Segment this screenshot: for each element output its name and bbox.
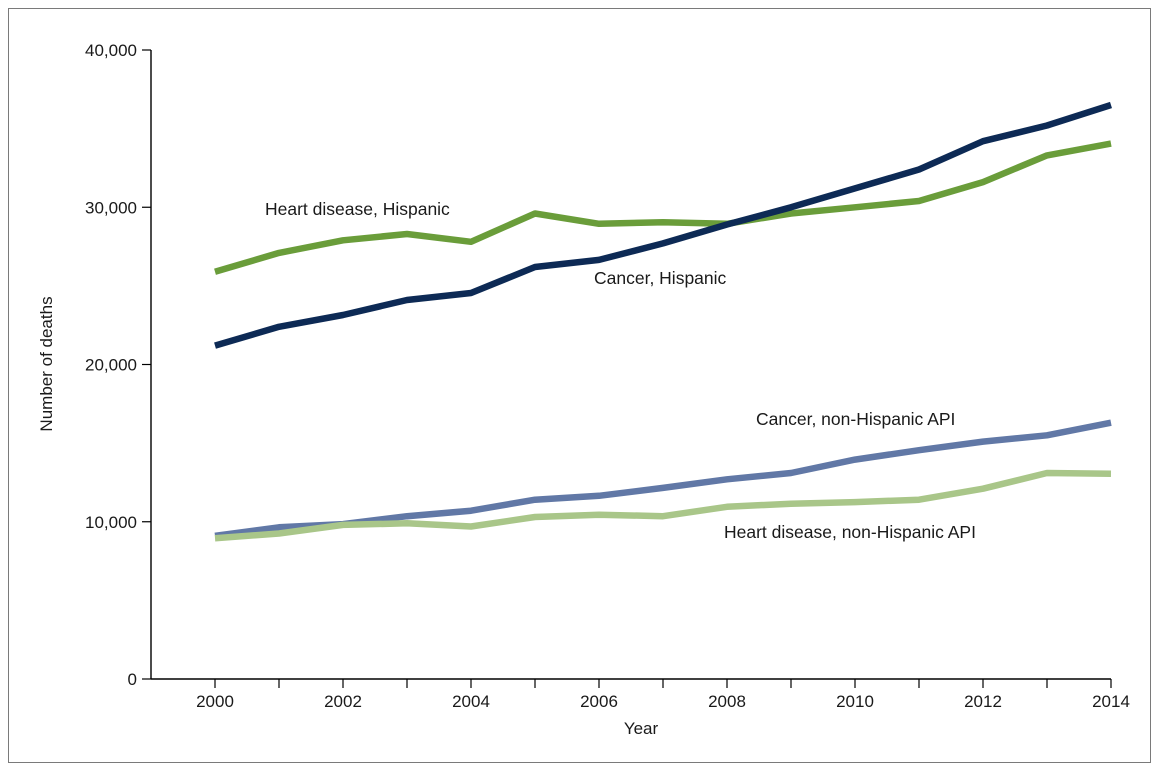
x-tick-label: 2006 — [580, 692, 618, 711]
x-tick-label: 2000 — [196, 692, 234, 711]
y-tick-label: 40,000 — [85, 41, 137, 60]
series-label-heart-api: Heart disease, non-Hispanic API — [724, 522, 976, 542]
y-tick-label: 30,000 — [85, 198, 137, 217]
axes: 0 10,000 20,000 30,000 40,000 2000 2002 2004 200… — [85, 41, 1130, 711]
y-axis-title: Number of deaths — [37, 296, 56, 431]
series-label-cancer-api: Cancer, non-Hispanic API — [756, 409, 955, 429]
y-tick-label: 20,000 — [85, 356, 137, 375]
x-tick-label: 2004 — [452, 692, 490, 711]
x-tick-label: 2008 — [708, 692, 746, 711]
x-axis-title: Year — [624, 719, 659, 738]
series-labels: Heart disease, Hispanic Cancer, Hispanic… — [265, 199, 976, 542]
series-lines — [214, 101, 1112, 542]
series-line-heart-disease-hispanic — [214, 140, 1112, 275]
y-tick-label: 0 — [128, 670, 137, 689]
x-tick-label: 2010 — [836, 692, 874, 711]
series-label-heart-hispanic: Heart disease, Hispanic — [265, 199, 450, 219]
x-tick-label: 2014 — [1092, 692, 1130, 711]
series-label-cancer-hispanic: Cancer, Hispanic — [594, 268, 727, 288]
series-line-cancer-hispanic — [214, 101, 1112, 349]
chart-frame — [8, 8, 1151, 763]
series-line-heart-disease-non-hispanic-api — [214, 469, 1112, 542]
x-tick-label: 2002 — [324, 692, 362, 711]
x-tick-label: 2012 — [964, 692, 1002, 711]
y-tick-label: 10,000 — [85, 513, 137, 532]
